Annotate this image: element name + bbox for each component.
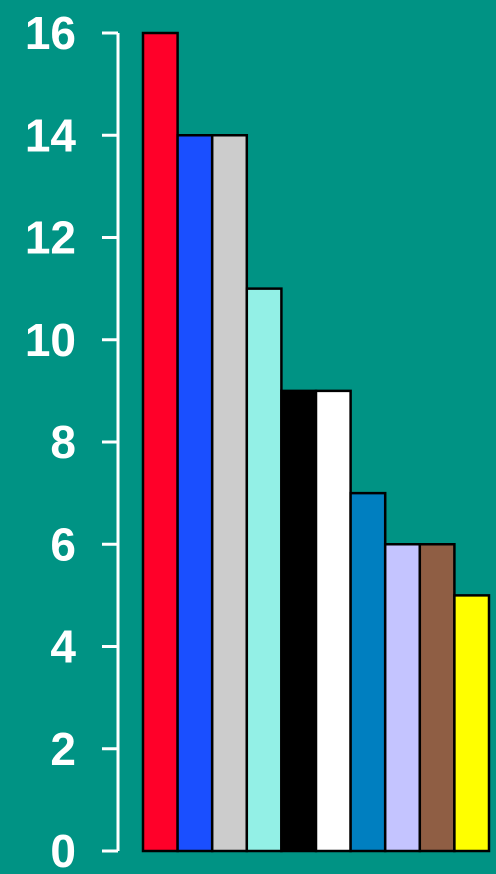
y-tick-label: 10: [25, 314, 76, 366]
bar: [351, 493, 386, 851]
bar: [281, 391, 316, 851]
y-tick-label: 12: [25, 212, 76, 264]
bar: [316, 391, 351, 851]
y-tick-label: 4: [50, 621, 76, 673]
bar: [454, 595, 489, 851]
y-tick-label: 6: [50, 518, 76, 570]
bar: [385, 544, 420, 851]
bar: [178, 135, 213, 851]
y-tick-label: 0: [50, 825, 76, 874]
bars: [143, 33, 489, 851]
y-tick-label: 2: [50, 723, 76, 775]
y-tick-label: 16: [25, 7, 76, 59]
bar: [212, 135, 247, 851]
y-axis: 0 2 4 6 8 10 12 14 16: [25, 7, 118, 874]
bar: [420, 544, 455, 851]
bar: [143, 33, 178, 851]
bar: [247, 289, 282, 851]
y-tick-label: 8: [50, 416, 76, 468]
y-tick-label: 14: [25, 109, 77, 161]
